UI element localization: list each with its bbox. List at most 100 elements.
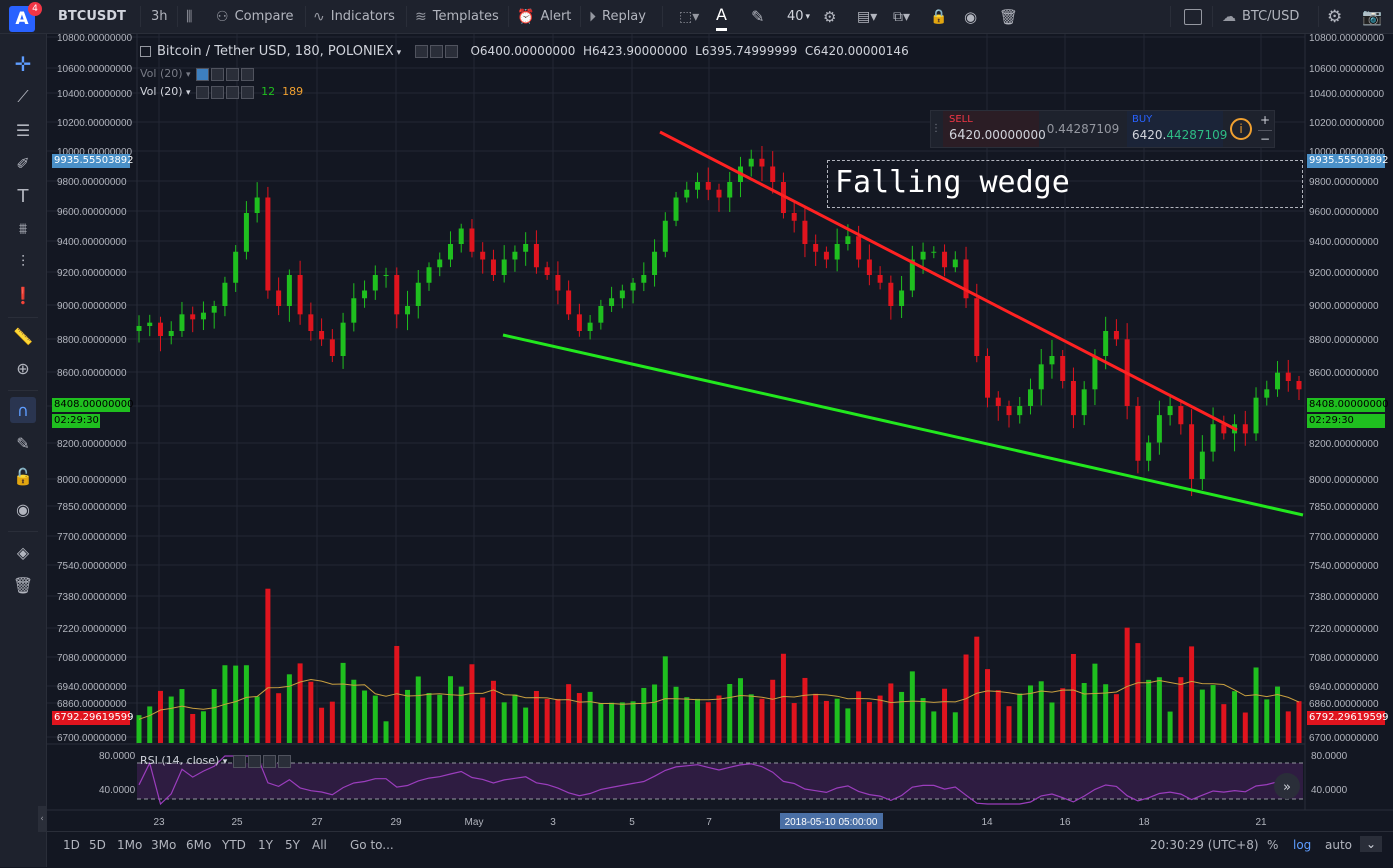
plus-icon[interactable] (226, 85, 240, 99)
plus-icon[interactable]: + (1259, 113, 1271, 127)
collapse-toolbar-button[interactable]: ‹ (38, 806, 46, 832)
info-icon[interactable]: i (1230, 118, 1252, 140)
delete-drawing-button[interactable]: 🗑 (999, 0, 1018, 33)
plus-icon[interactable] (262, 754, 276, 768)
resistance-trendline[interactable] (659, 130, 1238, 432)
volume-bar (566, 684, 572, 743)
legend-title[interactable]: Bitcoin / Tether USD, 180, POLONIEX (157, 44, 394, 59)
auto-scale-toggle[interactable]: auto (1325, 838, 1353, 852)
range-button-1mo[interactable]: 1Mo (117, 838, 143, 852)
settings-icon[interactable] (211, 67, 225, 81)
range-button-all[interactable]: All (312, 838, 327, 852)
volume-bar (1038, 681, 1044, 743)
candle-body (931, 251, 937, 253)
zoom-tool[interactable]: ⊕ (10, 355, 36, 381)
divider (580, 6, 581, 27)
hide-all-tool[interactable]: ◉ (10, 496, 36, 522)
eye-icon[interactable] (196, 67, 210, 81)
replay-button[interactable]: ⏵ Replay (589, 0, 646, 33)
close-icon[interactable] (241, 67, 255, 81)
clone-button[interactable]: ⧉▾ (893, 0, 910, 33)
range-button-5y[interactable]: 5Y (285, 838, 300, 852)
settings-icon[interactable] (430, 45, 444, 58)
chart-type-button[interactable]: ⫼ (186, 0, 198, 33)
log-scale-toggle[interactable]: log (1293, 838, 1312, 852)
range-button-3mo[interactable]: 3Mo (151, 838, 177, 852)
measure-tool[interactable]: 📏 (10, 323, 36, 349)
volume-bar (813, 693, 819, 743)
volume-bar (329, 701, 335, 743)
lock-all-tool[interactable]: 🔓 (10, 463, 36, 489)
line-width-button[interactable]: 40 ▾ (787, 0, 810, 33)
fib-tool[interactable]: ☰ (10, 117, 36, 143)
volume-bar (190, 713, 196, 743)
hide-drawing-button[interactable]: ◉ (964, 0, 977, 33)
plus-icon[interactable] (226, 67, 240, 81)
prediction-tool[interactable]: ⫶ (10, 249, 36, 275)
close-icon[interactable] (277, 754, 291, 768)
falling-wedge-annotation[interactable]: Falling wedge (827, 160, 1303, 208)
minus-icon[interactable]: − (1258, 130, 1272, 146)
volume-bar (437, 694, 443, 743)
sell-button[interactable]: SELL 6420.00000000 (943, 111, 1046, 147)
candle-body (1156, 415, 1162, 443)
magnet-tool[interactable]: ∩ (10, 397, 36, 423)
symbol-search-button[interactable]: BTCUSDT (58, 0, 126, 33)
line-color-button[interactable]: ✎ (751, 0, 764, 33)
text-color-button[interactable]: A (716, 0, 727, 31)
snapshot-button[interactable]: 📷 (1362, 0, 1382, 33)
scroll-to-realtime-button[interactable] (1274, 773, 1300, 799)
range-button-6mo[interactable]: 6Mo (186, 838, 212, 852)
fullscreen-button[interactable] (1184, 0, 1202, 33)
settings-icon[interactable] (247, 754, 261, 768)
price-tick-label-left: 10000.00000000 (57, 147, 133, 158)
settings-drawing-button[interactable]: ⚙ (823, 0, 836, 33)
remove-all-tool[interactable]: 🗑 (10, 572, 36, 598)
volume-bar (1221, 704, 1227, 743)
collapse-bottom-button[interactable]: ⌄ (1360, 836, 1382, 852)
more-icon[interactable] (445, 45, 459, 58)
interval-button[interactable]: 3h (151, 0, 168, 33)
eye-icon[interactable] (196, 85, 210, 99)
close-icon[interactable] (241, 85, 255, 99)
range-button-1y[interactable]: 1Y (258, 838, 273, 852)
app-logo[interactable]: A 4 (9, 2, 42, 32)
support-trendline[interactable] (502, 333, 1304, 517)
lock-drawing-button[interactable]: 🔒 (930, 0, 947, 33)
pattern-tool[interactable]: ⩩ (10, 216, 36, 242)
vol2-legend[interactable]: Vol (20) ▾ 12 189 (140, 85, 303, 99)
compare-pair-button[interactable]: ☁ BTC/USD (1222, 0, 1299, 33)
eye-icon[interactable] (232, 754, 246, 768)
layers-button[interactable]: ▤▾ (857, 0, 877, 33)
indicators-button[interactable]: ∿ Indicators (313, 0, 395, 33)
prediction-icon: ⫶ (20, 252, 25, 271)
drag-handle-icon[interactable]: ⋮ (931, 123, 941, 134)
brush-tool[interactable]: ✐ (10, 150, 36, 176)
eye-icon: ◉ (964, 7, 978, 26)
settings-icon[interactable] (211, 85, 225, 99)
collapse-legend-icon[interactable] (140, 46, 151, 57)
icon-tool[interactable]: ❗ (10, 282, 36, 308)
divider (8, 317, 38, 318)
templates-button[interactable]: ≋ Templates (415, 0, 499, 33)
rsi-legend[interactable]: RSI (14, close) ▾ (140, 754, 291, 768)
compare-button[interactable]: ⚇ Compare (216, 0, 294, 33)
trendline-tool[interactable]: ⟋ (10, 84, 36, 110)
text-tool[interactable]: T (10, 183, 36, 209)
range-button-ytd[interactable]: YTD (222, 838, 246, 852)
go-to-date-button[interactable]: Go to... (350, 838, 394, 852)
stay-drawing-tool[interactable]: ✎ (10, 430, 36, 456)
chart-canvas[interactable]: 10800.00000000 10600.00000000 10400.000000… (47, 34, 1393, 831)
select-tool-button[interactable]: ⬚▾ (679, 0, 705, 33)
range-button-1d[interactable]: 1D (63, 838, 80, 852)
chart-settings-button[interactable]: ⚙ (1327, 0, 1342, 33)
volume-bar (931, 711, 937, 743)
eye-icon[interactable] (415, 45, 429, 58)
crosshair-tool[interactable]: ✛ (10, 51, 36, 77)
vol1-legend[interactable]: Vol (20) ▾ (140, 67, 255, 81)
alert-button[interactable]: ⏰ Alert (517, 0, 571, 33)
percent-scale-toggle[interactable]: % (1267, 838, 1279, 852)
object-tree-tool[interactable]: ◈ (10, 539, 36, 565)
range-button-5d[interactable]: 5D (89, 838, 106, 852)
buy-button[interactable]: BUY 6420.44287109 (1127, 111, 1227, 147)
